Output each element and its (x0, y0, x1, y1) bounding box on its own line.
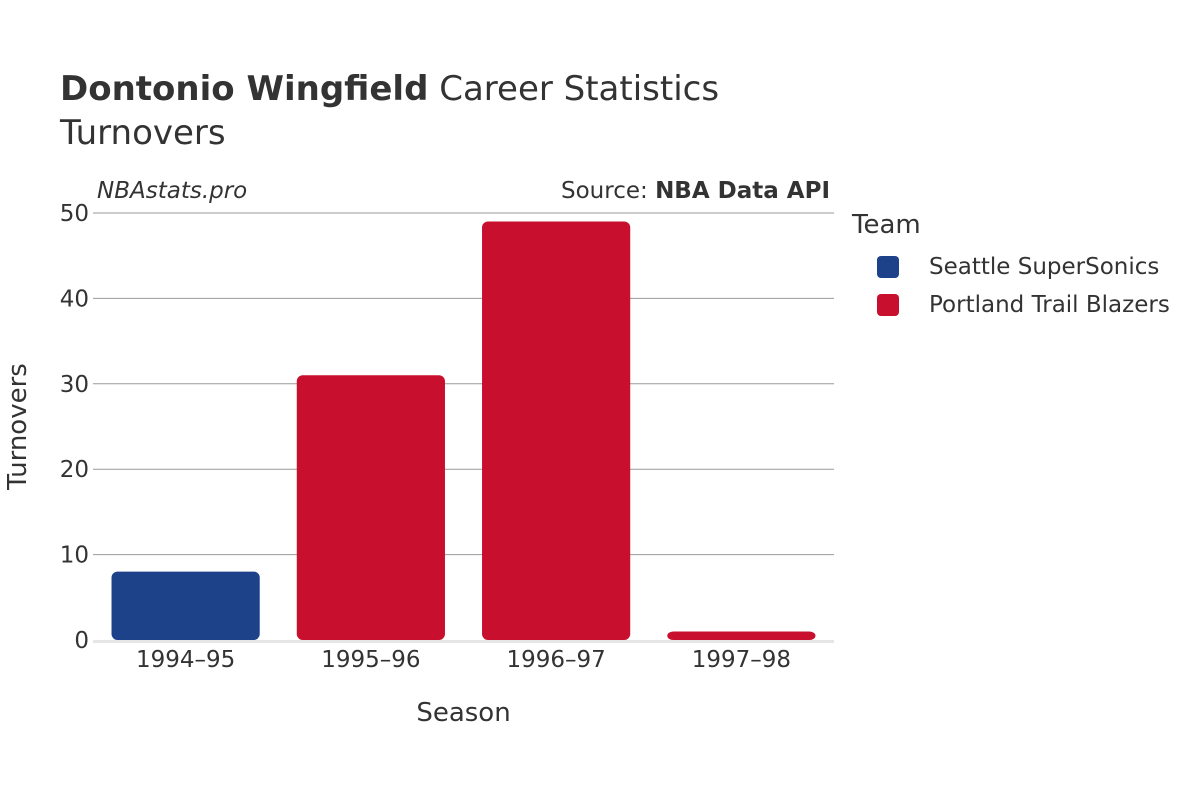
chart-subtitle: Turnovers (60, 113, 226, 153)
legend: Team Seattle SuperSonics Portland Trail … (852, 210, 1170, 324)
source-prefix: Source: (561, 178, 656, 204)
legend-swatch-seattle (877, 256, 899, 278)
y-tick-label: 30 (60, 372, 89, 398)
legend-title: Team (852, 210, 921, 240)
x-tick-label: 1996–97 (506, 647, 605, 673)
x-tick-label: 1997–98 (692, 647, 791, 673)
y-tick-label: 0 (74, 628, 89, 654)
y-tick-label: 50 (60, 201, 89, 227)
legend-label-portland: Portland Trail Blazers (929, 292, 1170, 318)
chart-title-bold: Dontonio Wingfield (60, 69, 429, 109)
watermark: NBAstats.pro (97, 178, 248, 204)
legend-swatch-portland (877, 294, 899, 316)
x-tick-label: 1995–96 (321, 647, 420, 673)
source-credit: Source: NBA Data API (561, 178, 830, 204)
source-name: NBA Data API (655, 178, 830, 204)
y-tick-label: 20 (60, 457, 89, 483)
legend-label-seattle: Seattle SuperSonics (929, 254, 1160, 280)
bar (482, 221, 631, 641)
y-axis-title: Turnovers (3, 363, 33, 491)
chart-title-rest: Career Statistics (439, 69, 720, 109)
bar (667, 631, 816, 640)
bar (296, 375, 445, 640)
x-axis-title: Season (416, 698, 510, 728)
legend-item-portland[interactable]: Portland Trail Blazers (852, 286, 1170, 324)
bar (111, 571, 260, 640)
legend-item-seattle[interactable]: Seattle SuperSonics (852, 248, 1170, 286)
y-tick-label: 40 (60, 286, 89, 312)
y-tick-label: 10 (60, 543, 89, 569)
chart-title: Dontonio Wingfield Career Statistics (60, 68, 719, 110)
x-tick-label: 1994–95 (136, 647, 235, 673)
